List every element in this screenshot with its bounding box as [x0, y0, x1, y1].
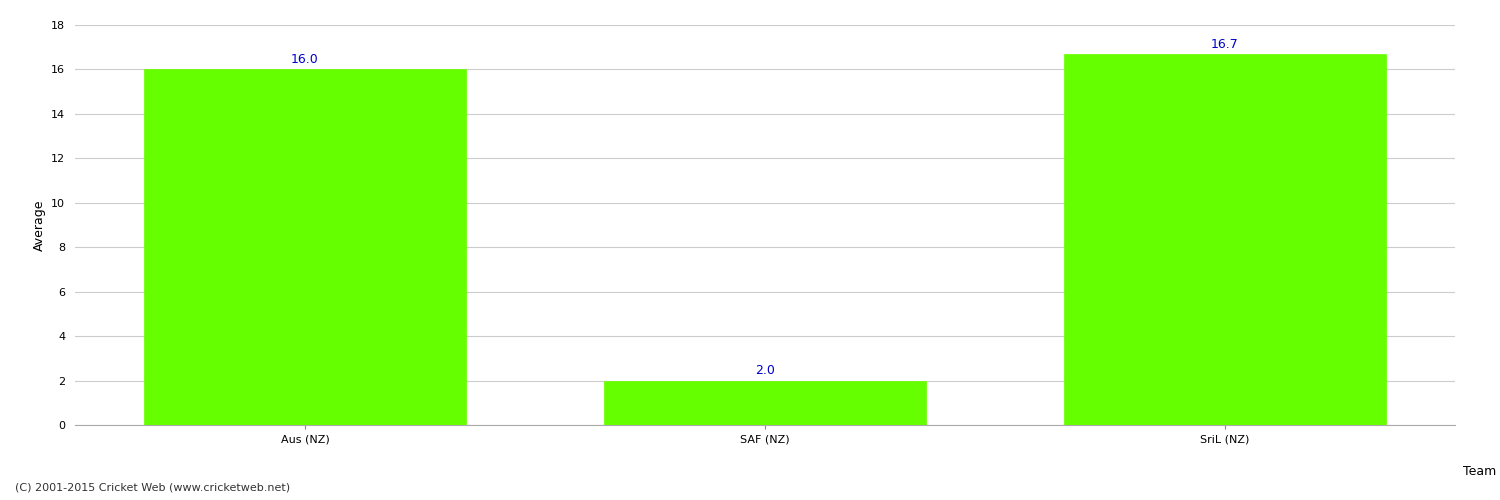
Text: 2.0: 2.0 [754, 364, 776, 377]
Text: 16.7: 16.7 [1210, 38, 1239, 51]
Bar [604, 380, 926, 425]
Text: (C) 2001-2015 Cricket Web (www.cricketweb.net): (C) 2001-2015 Cricket Web (www.cricketwe… [15, 482, 290, 492]
Bar [1064, 54, 1386, 425]
Text: 16.0: 16.0 [291, 53, 320, 66]
X-axis label: Team: Team [1462, 465, 1497, 478]
Y-axis label: Average: Average [33, 199, 45, 251]
Bar [144, 70, 466, 425]
